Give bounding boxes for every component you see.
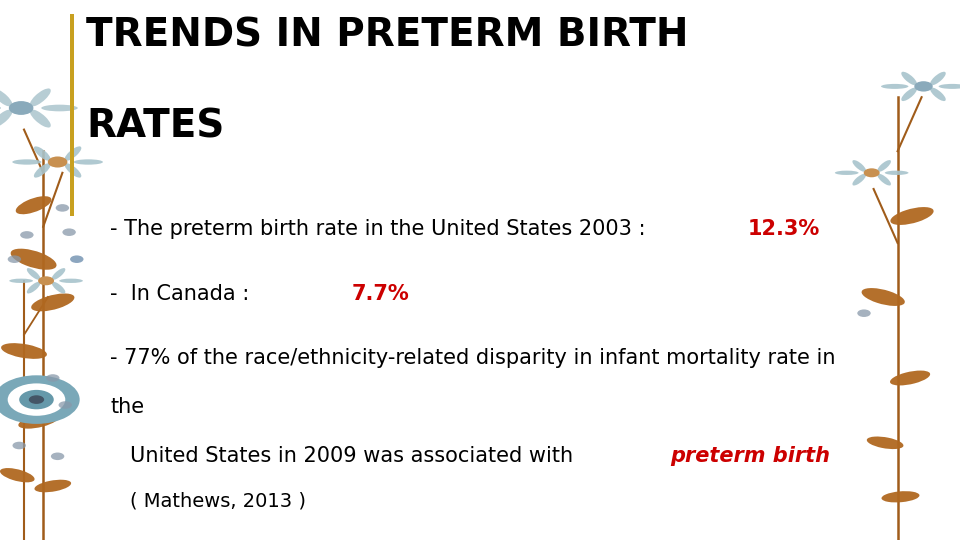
Ellipse shape [930, 87, 946, 101]
Text: ( Mathews, 2013 ): ( Mathews, 2013 ) [130, 491, 305, 510]
Circle shape [29, 395, 44, 404]
Circle shape [8, 383, 65, 416]
Ellipse shape [31, 293, 75, 312]
Ellipse shape [939, 84, 960, 89]
Ellipse shape [901, 72, 917, 85]
Ellipse shape [890, 207, 934, 225]
Ellipse shape [52, 268, 65, 280]
Ellipse shape [64, 146, 82, 161]
Circle shape [12, 442, 26, 449]
Ellipse shape [10, 279, 33, 283]
Ellipse shape [0, 468, 35, 482]
Circle shape [19, 390, 54, 409]
Circle shape [857, 309, 871, 317]
Ellipse shape [877, 160, 891, 172]
Ellipse shape [11, 248, 57, 270]
Ellipse shape [1, 343, 47, 359]
Ellipse shape [35, 480, 71, 492]
Ellipse shape [890, 370, 930, 386]
Ellipse shape [27, 268, 40, 280]
Ellipse shape [881, 84, 908, 89]
Ellipse shape [885, 171, 908, 175]
Circle shape [38, 276, 54, 285]
Ellipse shape [835, 171, 858, 175]
Text: 12.3%: 12.3% [748, 219, 820, 239]
Circle shape [59, 401, 72, 409]
Circle shape [8, 255, 21, 263]
Ellipse shape [852, 174, 866, 186]
Circle shape [48, 157, 67, 167]
Ellipse shape [12, 159, 41, 165]
Bar [70, 14, 74, 216]
Ellipse shape [0, 110, 12, 127]
Text: 7.7%: 7.7% [351, 284, 409, 303]
Ellipse shape [867, 436, 903, 449]
Circle shape [70, 255, 84, 263]
Ellipse shape [74, 159, 103, 165]
Text: -  In Canada :: - In Canada : [110, 284, 256, 303]
Text: the: the [110, 397, 145, 417]
Text: United States in 2009 was associated with: United States in 2009 was associated wit… [130, 446, 579, 465]
Text: preterm birth: preterm birth [670, 446, 830, 465]
Ellipse shape [34, 163, 51, 178]
Ellipse shape [60, 279, 83, 283]
Ellipse shape [877, 174, 891, 186]
Ellipse shape [30, 89, 51, 106]
Text: - The preterm birth rate in the United States 2003 :: - The preterm birth rate in the United S… [110, 219, 653, 239]
Circle shape [20, 231, 34, 239]
Ellipse shape [52, 282, 65, 294]
Text: - 77% of the race/ethnicity-related disparity in infant mortality rate in: - 77% of the race/ethnicity-related disp… [110, 348, 836, 368]
Ellipse shape [881, 491, 920, 502]
Ellipse shape [30, 110, 51, 127]
Ellipse shape [15, 196, 52, 214]
Text: TRENDS IN PRETERM BIRTH: TRENDS IN PRETERM BIRTH [86, 16, 689, 54]
Text: RATES: RATES [86, 108, 225, 146]
Ellipse shape [18, 414, 59, 429]
Ellipse shape [64, 163, 82, 178]
Circle shape [914, 81, 933, 92]
Circle shape [0, 375, 80, 424]
Ellipse shape [34, 146, 51, 161]
Circle shape [62, 228, 76, 236]
Circle shape [56, 204, 69, 212]
Ellipse shape [27, 282, 40, 294]
Ellipse shape [901, 87, 917, 101]
Ellipse shape [930, 72, 946, 85]
Circle shape [864, 168, 879, 177]
Ellipse shape [852, 160, 866, 172]
Circle shape [46, 374, 60, 382]
Ellipse shape [0, 89, 12, 106]
Circle shape [51, 453, 64, 460]
Circle shape [9, 101, 34, 115]
Ellipse shape [861, 288, 905, 306]
Ellipse shape [41, 105, 78, 111]
